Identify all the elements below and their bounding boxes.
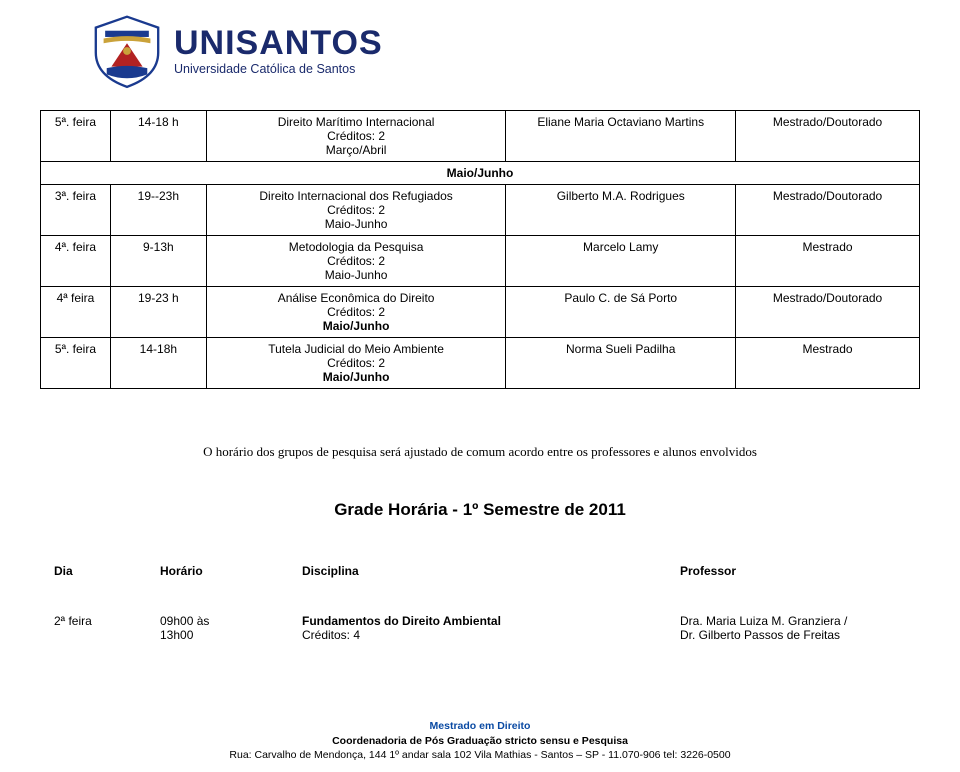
schedule-note: O horário dos grupos de pesquisa será aj… xyxy=(40,444,920,460)
footer-dept: Coordenadoria de Pós Graduação stricto s… xyxy=(0,734,960,748)
logo-title: UNISANTOS xyxy=(174,26,383,60)
schedule-table: 5ª. feira 14-18 h Direito Marítimo Inter… xyxy=(40,110,920,389)
cell-day: 2ª feira xyxy=(48,610,154,646)
table-row: 4ª. feira 9-13h Metodologia da Pesquisa … xyxy=(41,236,920,287)
table-row: 4ª feira 19-23 h Análise Econômica do Di… xyxy=(41,287,920,338)
col-header-prof: Professor xyxy=(674,560,912,582)
cell-time: 14-18 h xyxy=(110,111,206,162)
page-footer: Mestrado em Direito Coordenadoria de Pós… xyxy=(0,719,960,762)
cell-professor: Eliane Maria Octaviano Martins xyxy=(506,111,736,162)
footer-address: Rua: Carvalho de Mendonça, 144 1º andar … xyxy=(0,748,960,762)
university-logo: UNISANTOS Universidade Católica de Santo… xyxy=(88,12,383,90)
period-header: Maio/Junho xyxy=(41,162,920,185)
grade-data-row: 2ª feira 09h00 às 13h00 Fundamentos do D… xyxy=(48,610,912,646)
cell-level: Mestrado/Doutorado xyxy=(736,111,920,162)
table-row-header: Maio/Junho xyxy=(41,162,920,185)
table-row: 5ª. feira 14-18h Tutela Judicial do Meio… xyxy=(41,338,920,389)
table-row: 5ª. feira 14-18 h Direito Marítimo Inter… xyxy=(41,111,920,162)
col-header-day: Dia xyxy=(48,560,154,582)
crest-icon xyxy=(88,12,166,90)
col-header-disc: Disciplina xyxy=(296,560,674,582)
table-row: 3ª. feira 19--23h Direito Internacional … xyxy=(41,185,920,236)
cell-discipline: Direito Marítimo Internacional Créditos:… xyxy=(206,111,506,162)
cell-time: 09h00 às 13h00 xyxy=(154,610,296,646)
logo-subtitle: Universidade Católica de Santos xyxy=(174,62,383,76)
col-header-time: Horário xyxy=(154,560,296,582)
grade-header-row: Dia Horário Disciplina Professor xyxy=(48,560,912,582)
cell-discipline: Fundamentos do Direito Ambiental Crédito… xyxy=(296,610,674,646)
footer-program: Mestrado em Direito xyxy=(0,719,960,733)
cell-day: 5ª. feira xyxy=(41,111,111,162)
grade-title: Grade Horária - 1º Semestre de 2011 xyxy=(40,500,920,520)
cell-professor: Dra. Maria Luiza M. Granziera / Dr. Gilb… xyxy=(674,610,912,646)
